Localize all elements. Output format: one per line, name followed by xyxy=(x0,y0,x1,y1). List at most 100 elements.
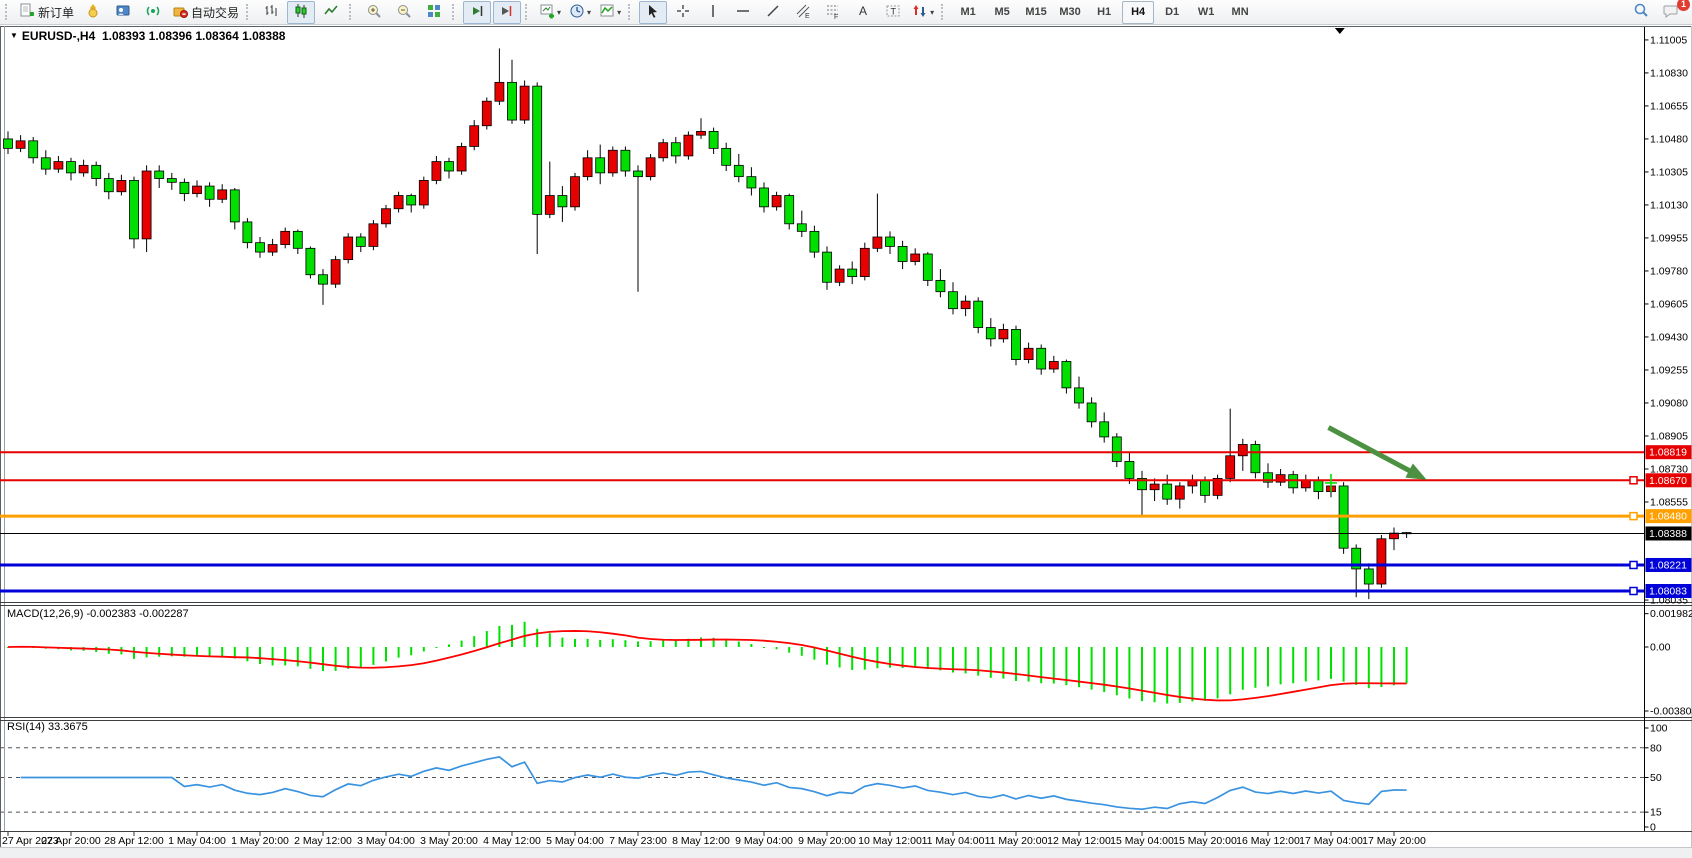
candle xyxy=(495,82,504,101)
candle xyxy=(1201,480,1210,495)
tf-h4-button[interactable]: H4 xyxy=(1122,1,1154,24)
time-tick-label: 17 May 20:00 xyxy=(1362,835,1426,847)
zoomin-icon xyxy=(366,3,382,22)
candle xyxy=(382,209,391,224)
candle xyxy=(79,165,88,173)
candle xyxy=(722,148,731,165)
candle xyxy=(772,196,781,207)
bars-icon xyxy=(263,3,279,22)
candle xyxy=(281,231,290,244)
candle xyxy=(684,135,693,156)
candle xyxy=(167,179,176,183)
candle xyxy=(608,150,617,173)
label-button[interactable]: T xyxy=(879,1,907,24)
time-tick-label: 12 May 12:00 xyxy=(1047,835,1111,847)
signals-button[interactable] xyxy=(139,1,167,24)
autotrade-button[interactable]: 自动交易 xyxy=(169,1,242,24)
tf-m30-button[interactable]: M30 xyxy=(1054,1,1086,24)
dropdown-caret-icon[interactable]: ▾ xyxy=(617,8,621,17)
equidistant-channel-button[interactable]: E xyxy=(789,1,817,24)
arrows-object-button[interactable]: ▾ xyxy=(909,1,937,24)
line-handle[interactable] xyxy=(1630,513,1637,520)
auto-scroll-button[interactable] xyxy=(463,1,491,24)
tf-d1-button[interactable]: D1 xyxy=(1156,1,1188,24)
candle xyxy=(54,162,63,170)
candle xyxy=(571,177,580,207)
candle xyxy=(1175,486,1184,499)
line-chart-button[interactable] xyxy=(317,1,345,24)
time-tick-label: 5 May 04:00 xyxy=(546,835,604,847)
price-tick-label: 1.10655 xyxy=(1650,100,1688,112)
notifications-button[interactable]: 1 xyxy=(1657,1,1685,24)
trendline-button[interactable] xyxy=(759,1,787,24)
price-tick-label: 1.11005 xyxy=(1650,34,1687,46)
horizontal-line-button[interactable] xyxy=(729,1,757,24)
candle xyxy=(949,292,958,309)
line-handle[interactable] xyxy=(1630,477,1637,484)
indicators-button[interactable]: ▾ xyxy=(596,1,624,24)
candle-chart-button[interactable] xyxy=(287,1,315,24)
candle xyxy=(646,158,655,177)
candle xyxy=(697,131,706,135)
candle xyxy=(936,280,945,291)
tf-w1-button[interactable]: W1 xyxy=(1190,1,1222,24)
candle xyxy=(797,224,806,232)
macd-tick-label: 0.001982 xyxy=(1650,608,1692,620)
candle xyxy=(419,180,428,205)
candle xyxy=(1062,361,1071,387)
candle xyxy=(142,171,151,239)
candle xyxy=(319,275,328,284)
editor-icon xyxy=(115,3,131,22)
tf-m1-button[interactable]: M1 xyxy=(952,1,984,24)
symbol-dropdown-icon[interactable]: ▼ xyxy=(10,31,18,40)
new-order-button[interactable]: 新订单 xyxy=(16,1,77,24)
chart-shift-button[interactable] xyxy=(493,1,521,24)
candle xyxy=(709,131,718,148)
mql5-button[interactable] xyxy=(79,1,107,24)
candle xyxy=(155,171,164,179)
tile-windows-button[interactable] xyxy=(420,1,448,24)
candle xyxy=(457,146,466,171)
chart-area[interactable]: 1.110051.108301.106551.104801.103051.101… xyxy=(0,25,1692,857)
tf-mn-button[interactable]: MN xyxy=(1224,1,1256,24)
macd-tick-label: -0.003804 xyxy=(1650,705,1692,717)
dropdown-caret-icon[interactable]: ▾ xyxy=(557,8,561,17)
period-button[interactable]: ▾ xyxy=(566,1,594,24)
zoomout-icon xyxy=(396,3,412,22)
candle xyxy=(986,328,995,339)
bar-chart-button[interactable] xyxy=(257,1,285,24)
rsi-indicator-label: RSI(14) 33.3675 xyxy=(7,721,88,733)
line-price-label: 1.08221 xyxy=(1649,559,1687,571)
line-handle[interactable] xyxy=(1630,588,1637,595)
zoom-in-button[interactable] xyxy=(360,1,388,24)
candle xyxy=(785,196,794,224)
search-button[interactable] xyxy=(1627,1,1655,24)
tf-m15-button[interactable]: M15 xyxy=(1020,1,1052,24)
new-chart-button[interactable]: ▾ xyxy=(536,1,564,24)
tf-h1-button[interactable]: H1 xyxy=(1088,1,1120,24)
text-button[interactable]: A xyxy=(849,1,877,24)
metaeditor-button[interactable] xyxy=(109,1,137,24)
dropdown-caret-icon[interactable]: ▾ xyxy=(587,8,591,17)
toolbar-grip xyxy=(452,4,459,20)
candle xyxy=(999,329,1008,338)
tf-m5-button[interactable]: M5 xyxy=(986,1,1018,24)
zoom-out-button[interactable] xyxy=(390,1,418,24)
tiles-icon xyxy=(426,3,442,22)
vertical-line-button[interactable] xyxy=(699,1,727,24)
candle xyxy=(886,237,895,246)
time-tick-label: 3 May 20:00 xyxy=(420,835,478,847)
line-handle[interactable] xyxy=(1630,561,1637,568)
candle xyxy=(1012,329,1021,359)
cursor-button[interactable] xyxy=(639,1,667,24)
candle xyxy=(4,139,13,148)
fibonacci-button[interactable]: F xyxy=(819,1,847,24)
candle xyxy=(923,254,932,280)
candle xyxy=(1314,480,1323,491)
dropdown-caret-icon[interactable]: ▾ xyxy=(930,8,934,17)
crosshair-icon xyxy=(675,3,691,22)
rsi-tick-label: 50 xyxy=(1650,772,1662,784)
crosshair-button[interactable] xyxy=(669,1,697,24)
